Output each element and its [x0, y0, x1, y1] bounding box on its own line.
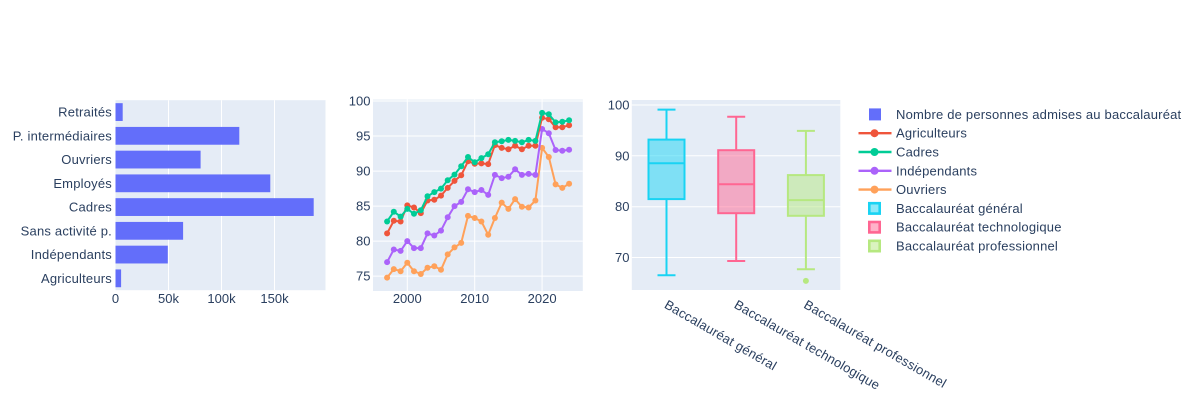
svg-text:Sans activité p.: Sans activité p.	[21, 223, 112, 238]
svg-text:Ouvriers: Ouvriers	[61, 152, 112, 167]
svg-text:100k: 100k	[207, 291, 236, 306]
svg-text:2020: 2020	[528, 291, 557, 306]
svg-text:80: 80	[356, 234, 370, 249]
svg-text:Indépendants: Indépendants	[31, 247, 112, 262]
svg-text:Agriculteurs: Agriculteurs	[896, 126, 967, 141]
svg-text:Baccalauréat technologique: Baccalauréat technologique	[896, 220, 1062, 235]
svg-text:75: 75	[356, 269, 370, 284]
svg-text:100: 100	[349, 94, 371, 109]
svg-text:150k: 150k	[260, 291, 289, 306]
svg-text:50k: 50k	[158, 291, 179, 306]
svg-text:Retraités: Retraités	[58, 105, 112, 120]
svg-text:Cadres: Cadres	[69, 200, 112, 215]
svg-text:85: 85	[356, 199, 370, 214]
svg-text:90: 90	[356, 164, 370, 179]
svg-text:100: 100	[608, 98, 630, 113]
svg-text:Cadres: Cadres	[896, 145, 939, 160]
svg-text:80: 80	[615, 199, 629, 214]
svg-text:Nombre de personnes admises au: Nombre de personnes admises au baccalaur…	[896, 107, 1182, 122]
svg-text:P. intermédiaires: P. intermédiaires	[13, 128, 113, 143]
svg-text:Ouvriers: Ouvriers	[896, 182, 947, 197]
svg-text:0: 0	[112, 291, 119, 306]
svg-text:Baccalauréat professionnel: Baccalauréat professionnel	[896, 239, 1058, 254]
svg-text:Employés: Employés	[53, 176, 112, 191]
svg-text:Baccalauréat général: Baccalauréat général	[896, 201, 1023, 216]
svg-text:90: 90	[615, 148, 629, 163]
svg-text:70: 70	[615, 250, 629, 265]
svg-text:2010: 2010	[460, 291, 489, 306]
svg-text:95: 95	[356, 129, 370, 144]
svg-text:2000: 2000	[393, 291, 422, 306]
svg-text:Agriculteurs: Agriculteurs	[41, 271, 112, 286]
svg-text:Indépendants: Indépendants	[896, 163, 977, 178]
